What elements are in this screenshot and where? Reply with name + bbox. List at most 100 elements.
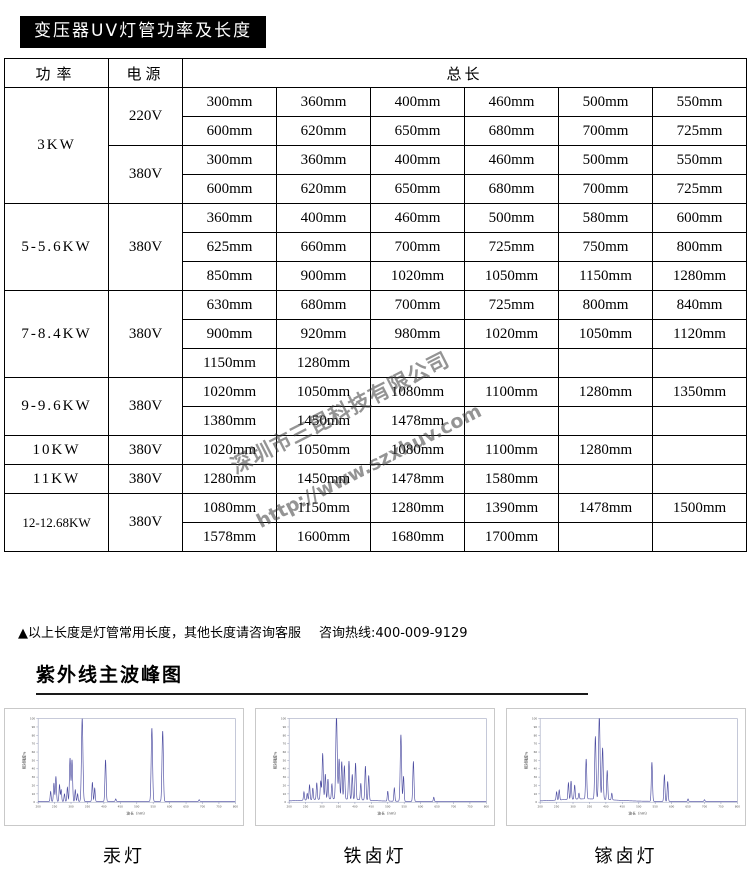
- svg-text:800: 800: [735, 805, 741, 809]
- cell-length: 900mm: [276, 261, 371, 291]
- x-axis-label: 波长（nm）: [628, 810, 649, 815]
- cell-power: 10KW: [4, 435, 109, 465]
- svg-text:400: 400: [352, 805, 358, 809]
- cell-length: 600mm: [651, 203, 748, 233]
- cell-voltage: 380V: [108, 145, 183, 204]
- spectrum-chart-3: 200 250 300 350 400 450 500 550 600 650 700 750 800 0…: [506, 708, 746, 868]
- table-row: 3KW 220V 300mm 360mm 400mm 460mm 500mm 550mm: [4, 87, 748, 204]
- svg-text:400: 400: [101, 805, 107, 809]
- cell-length: [558, 406, 653, 436]
- cell-length: 980mm: [370, 319, 465, 349]
- spectrum-trace: [540, 718, 738, 802]
- svg-text:400: 400: [603, 805, 609, 809]
- table-row: 1578mm 1600mm 1680mm 1700mm: [5, 522, 748, 552]
- svg-text:100: 100: [532, 717, 538, 721]
- cell-length: 660mm: [276, 232, 371, 262]
- svg-text:250: 250: [52, 805, 58, 809]
- svg-text:700: 700: [451, 805, 457, 809]
- cell-length: 1600mm: [276, 522, 371, 552]
- svg-text:70: 70: [534, 742, 538, 746]
- cell-length: 900mm: [182, 319, 277, 349]
- spectrum-svg: 200 250 300 350 400 450 500 550 600 650 700 750 800 0…: [21, 717, 238, 816]
- footnote-marker: ▲: [18, 626, 28, 641]
- cell-length: 550mm: [651, 87, 748, 117]
- svg-text:700: 700: [200, 805, 206, 809]
- svg-text:350: 350: [85, 805, 91, 809]
- table-row: 1150mm 1280mm: [5, 348, 748, 378]
- spectrum-trace: [289, 718, 487, 802]
- cell-length: 800mm: [651, 232, 748, 262]
- svg-text:20: 20: [534, 784, 538, 788]
- cell-length: [651, 348, 748, 378]
- header-length: 总长: [181, 58, 748, 88]
- cell-length: 725mm: [651, 174, 748, 204]
- svg-text:300: 300: [68, 805, 74, 809]
- cell-length: 1280mm: [558, 435, 653, 465]
- svg-text:50: 50: [32, 758, 36, 762]
- svg-text:800: 800: [484, 805, 490, 809]
- table-row: 380V 300mm 360mm 400mm 460mm 500mm 550mm: [5, 145, 748, 204]
- svg-text:450: 450: [369, 805, 375, 809]
- svg-text:300: 300: [570, 805, 576, 809]
- y-axis-label: 相对强度%: [523, 751, 528, 769]
- table-row: 1380mm 1450mm 1478mm: [5, 406, 748, 436]
- cell-length: 400mm: [276, 203, 371, 233]
- svg-text:550: 550: [151, 805, 157, 809]
- svg-text:200: 200: [538, 805, 544, 809]
- cell-length: 680mm: [464, 116, 559, 146]
- cell-length: 650mm: [370, 174, 465, 204]
- cell-length: 725mm: [464, 290, 559, 320]
- cell-length: 460mm: [464, 87, 559, 117]
- cell-voltage: 380V: [108, 290, 183, 378]
- cell-length: 600mm: [182, 116, 277, 146]
- chart-caption: 镓卤灯: [594, 846, 658, 867]
- x-axis-label: 波长（nm）: [377, 810, 398, 815]
- cell-length: 1680mm: [370, 522, 465, 552]
- svg-text:600: 600: [669, 805, 675, 809]
- svg-text:80: 80: [283, 733, 287, 737]
- cell-length: [464, 348, 559, 378]
- svg-text:450: 450: [118, 805, 124, 809]
- cell-power: 5-5.6KW: [4, 203, 109, 291]
- svg-text:250: 250: [554, 805, 560, 809]
- cell-length: 600mm: [182, 174, 277, 204]
- cell-length: 500mm: [558, 87, 653, 117]
- svg-text:200: 200: [36, 805, 42, 809]
- svg-text:350: 350: [587, 805, 593, 809]
- cell-voltage: 380V: [108, 377, 183, 436]
- table-row: 625mm 660mm 700mm 725mm 750mm 800mm: [5, 232, 748, 262]
- cell-length: 800mm: [558, 290, 653, 320]
- cell-voltage: 380V: [108, 464, 183, 494]
- table-row: 900mm 920mm 980mm 1020mm 1050mm 1120mm: [5, 319, 748, 349]
- svg-text:80: 80: [32, 733, 36, 737]
- svg-text:90: 90: [32, 725, 36, 729]
- svg-text:500: 500: [134, 805, 140, 809]
- svg-text:600: 600: [167, 805, 173, 809]
- svg-text:40: 40: [32, 767, 36, 771]
- svg-text:80: 80: [534, 733, 538, 737]
- cell-length: 1020mm: [370, 261, 465, 291]
- svg-text:0: 0: [33, 800, 35, 804]
- cell-power: 9-9.6KW: [4, 377, 109, 436]
- cell-length: [651, 435, 748, 465]
- table-row: 11KW 380V 1280mm 1450mm 1478mm 1580mm: [4, 464, 748, 494]
- svg-text:100: 100: [30, 717, 36, 721]
- cell-length: 700mm: [558, 174, 653, 204]
- cell-length: 580mm: [558, 203, 653, 233]
- svg-text:30: 30: [32, 775, 36, 779]
- cell-length: 1280mm: [370, 493, 465, 523]
- cell-length: 300mm: [182, 145, 277, 175]
- svg-text:300: 300: [319, 805, 325, 809]
- y-axis-label: 相对强度%: [272, 751, 277, 769]
- cell-length: 620mm: [276, 116, 371, 146]
- cell-length: 1280mm: [558, 377, 653, 407]
- cell-length: 400mm: [370, 145, 465, 175]
- page-title: 变压器UV灯管功率及长度: [20, 16, 267, 49]
- cell-length: 1700mm: [464, 522, 559, 552]
- cell-length: 630mm: [182, 290, 277, 320]
- svg-text:350: 350: [336, 805, 342, 809]
- cell-length: 725mm: [464, 232, 559, 262]
- section-divider: [36, 693, 588, 695]
- lamp-spec-table: 功率 电源 总长 3KW 220V 300mm 360mm 400mm 460mm 500mm 55…: [4, 58, 748, 552]
- svg-text:70: 70: [32, 742, 36, 746]
